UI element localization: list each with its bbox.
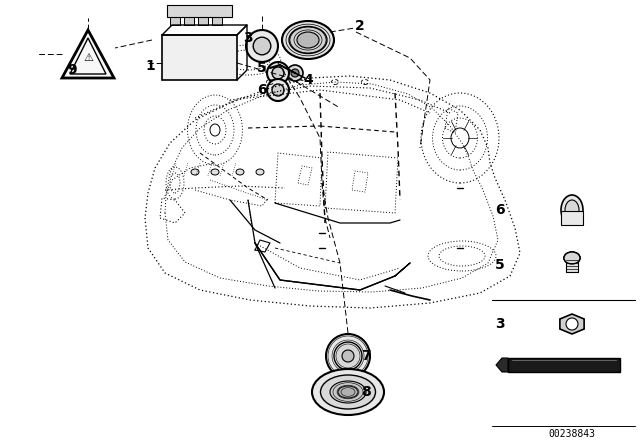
Text: 7: 7: [361, 349, 371, 363]
Circle shape: [326, 334, 370, 378]
Polygon shape: [508, 358, 620, 372]
Text: 3: 3: [243, 31, 253, 45]
Polygon shape: [62, 30, 114, 78]
Text: ⚠: ⚠: [83, 53, 93, 63]
Ellipse shape: [564, 252, 580, 264]
Ellipse shape: [565, 200, 579, 220]
Ellipse shape: [564, 252, 580, 264]
Bar: [198, 17, 208, 25]
Ellipse shape: [297, 32, 319, 48]
Ellipse shape: [330, 381, 366, 403]
Text: 1: 1: [145, 59, 155, 73]
Ellipse shape: [236, 169, 244, 175]
Bar: [170, 17, 180, 25]
Text: 8: 8: [361, 385, 371, 399]
Ellipse shape: [321, 375, 376, 409]
Ellipse shape: [256, 169, 264, 175]
Text: 2: 2: [355, 19, 365, 33]
Circle shape: [272, 67, 284, 79]
Bar: [561, 211, 583, 225]
Ellipse shape: [211, 169, 219, 175]
Text: 4: 4: [303, 73, 313, 87]
Circle shape: [334, 342, 362, 370]
Bar: [167, 5, 232, 17]
Text: 9: 9: [67, 63, 77, 77]
Ellipse shape: [561, 195, 583, 225]
Bar: [184, 17, 194, 25]
Bar: [566, 258, 578, 272]
Ellipse shape: [289, 26, 327, 53]
Circle shape: [267, 79, 289, 101]
Text: 3: 3: [495, 317, 505, 331]
Circle shape: [272, 84, 284, 96]
Bar: [212, 17, 222, 25]
Circle shape: [566, 318, 578, 330]
Ellipse shape: [338, 386, 358, 398]
Circle shape: [287, 65, 303, 81]
Text: 6: 6: [257, 83, 267, 97]
Circle shape: [246, 30, 278, 62]
Ellipse shape: [312, 369, 384, 415]
Circle shape: [291, 69, 299, 77]
Polygon shape: [496, 358, 508, 372]
Ellipse shape: [191, 169, 199, 175]
Ellipse shape: [282, 21, 334, 59]
Circle shape: [253, 37, 271, 55]
Circle shape: [267, 62, 289, 84]
Text: 5: 5: [257, 61, 267, 75]
Polygon shape: [560, 314, 584, 334]
Text: 5: 5: [495, 258, 505, 272]
Circle shape: [342, 350, 354, 362]
Text: 6: 6: [495, 203, 505, 217]
Bar: [162, 35, 237, 80]
Text: 00238843: 00238843: [548, 429, 595, 439]
